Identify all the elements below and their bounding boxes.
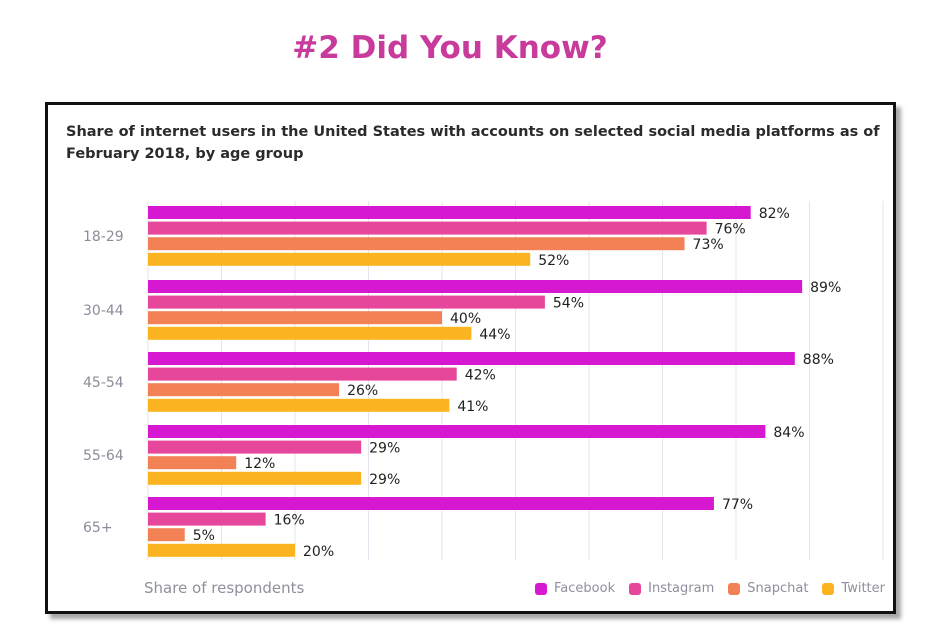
data-label: 44% xyxy=(479,327,510,343)
category-label: 18-29 xyxy=(83,229,124,245)
legend: Facebook Instagram Snapchat Twitter xyxy=(535,581,885,596)
x-axis-label: Share of respondents xyxy=(144,579,305,597)
data-label: 40% xyxy=(450,311,481,327)
data-label: 12% xyxy=(244,456,275,472)
legend-swatch xyxy=(822,582,835,595)
legend-swatch xyxy=(629,582,642,595)
data-label: 84% xyxy=(773,425,804,441)
chart-title: Share of internet users in the United St… xyxy=(66,124,880,162)
data-label: 42% xyxy=(465,368,496,384)
bar-facebook[interactable] xyxy=(148,352,795,365)
bar-snapchat[interactable] xyxy=(148,237,685,251)
bar-instagram[interactable] xyxy=(148,440,362,454)
bar-instagram[interactable] xyxy=(148,367,457,381)
bar-snapchat[interactable] xyxy=(148,528,185,542)
legend-swatch xyxy=(728,582,741,595)
data-label: 5% xyxy=(193,528,215,544)
bar-snapchat[interactable] xyxy=(148,311,442,325)
data-label: 88% xyxy=(803,352,834,368)
legend-item-twitter[interactable]: Twitter xyxy=(822,581,885,596)
data-label: 29% xyxy=(369,472,400,488)
bar-instagram[interactable] xyxy=(148,512,266,526)
data-label: 26% xyxy=(347,383,378,399)
data-label: 20% xyxy=(303,544,334,560)
data-label: 73% xyxy=(693,237,724,253)
bar-twitter[interactable] xyxy=(148,398,450,412)
bar-twitter[interactable] xyxy=(148,252,531,266)
data-label: 82% xyxy=(759,206,790,222)
data-label: 41% xyxy=(457,399,488,415)
bar-facebook[interactable] xyxy=(148,425,766,438)
chart-card: Share of internet users in the United St… xyxy=(45,102,896,614)
legend-item-instagram[interactable]: Instagram xyxy=(629,581,714,596)
data-label: 29% xyxy=(369,441,400,457)
bar-snapchat[interactable] xyxy=(148,383,340,397)
data-label: 16% xyxy=(274,513,305,529)
legend-label: Twitter xyxy=(841,581,885,596)
category-label: 65+ xyxy=(83,520,113,536)
data-label: 89% xyxy=(810,280,841,296)
data-label: 77% xyxy=(722,497,753,513)
page-title: #2 Did You Know? xyxy=(292,30,608,66)
legend-label: Snapchat xyxy=(747,581,809,596)
category-label: 45-54 xyxy=(83,375,124,391)
bar-twitter[interactable] xyxy=(148,543,295,557)
legend-label: Facebook xyxy=(554,581,616,596)
bar-twitter[interactable] xyxy=(148,471,362,485)
legend-label: Instagram xyxy=(648,581,715,596)
bar-facebook[interactable] xyxy=(148,206,751,219)
data-label: 76% xyxy=(715,222,746,238)
data-label: 52% xyxy=(538,253,569,269)
category-label: 30-44 xyxy=(83,303,124,319)
category-label: 55-64 xyxy=(83,448,124,464)
bar-facebook[interactable] xyxy=(148,280,803,293)
legend-item-snapchat[interactable]: Snapchat xyxy=(728,581,808,596)
bar-chart: 18-29 82% 76%73% 52% 30-44 89% 54% 40%44% 45-54 8… xyxy=(83,201,884,560)
bar-snapchat[interactable] xyxy=(148,456,237,470)
bar-facebook[interactable] xyxy=(148,497,714,510)
legend-swatch xyxy=(535,582,548,595)
data-label: 54% xyxy=(553,296,584,312)
legend-item-facebook[interactable]: Facebook xyxy=(535,581,615,596)
bar-instagram[interactable] xyxy=(148,221,707,235)
bar-twitter[interactable] xyxy=(148,326,472,340)
bar-instagram[interactable] xyxy=(148,295,545,309)
